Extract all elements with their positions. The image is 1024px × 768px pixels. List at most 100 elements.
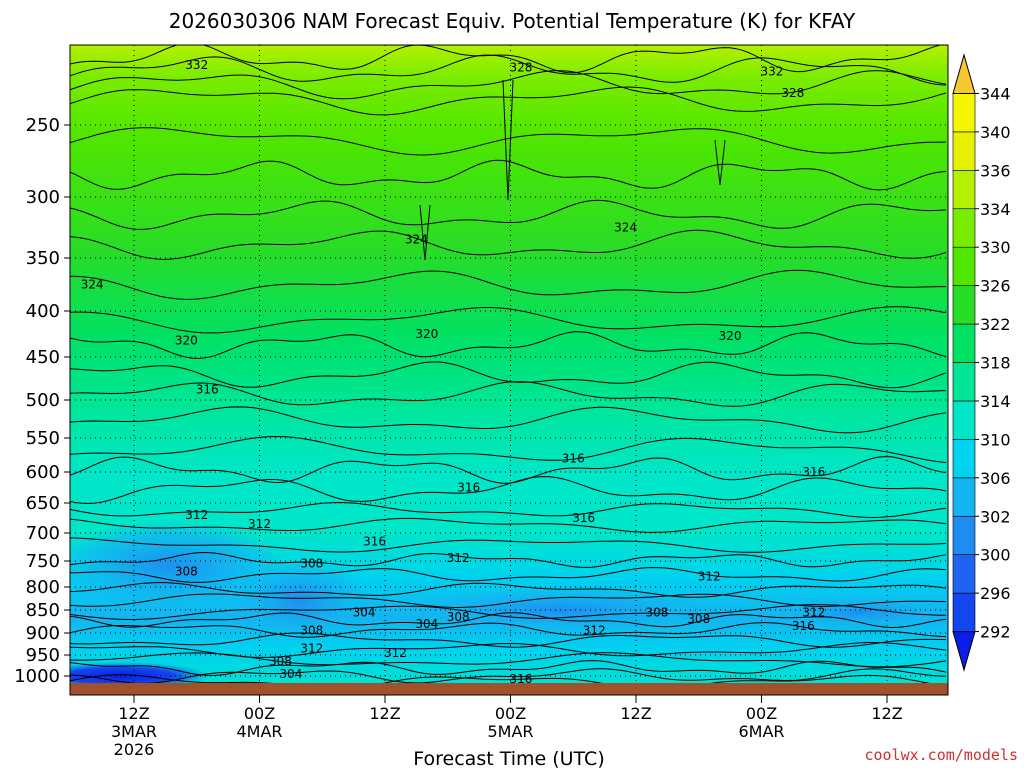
- y-tick-label-950: 950: [26, 645, 60, 666]
- contour-label-10: 316: [196, 383, 219, 397]
- contour-line-20: [70, 551, 947, 568]
- colorbar-label-330: 330: [980, 238, 1011, 257]
- contour-line-29: [70, 652, 947, 668]
- contour-line-25: [70, 612, 947, 629]
- y-tick-label-350: 350: [26, 248, 60, 269]
- x-tick-label-5-1: 00Z: [746, 704, 777, 723]
- contour-label-6: 324: [81, 278, 104, 292]
- contour-label-26: 308: [300, 557, 323, 571]
- contour-label-21: 312: [583, 624, 606, 638]
- contour-line-9: [70, 306, 947, 334]
- y-tick-label-650: 650: [26, 493, 60, 514]
- x-tick-label-1-2: 4MAR: [236, 722, 282, 741]
- contour-label-34: 304: [279, 667, 302, 681]
- contour-line-1: [70, 54, 947, 86]
- contour-line-11: [70, 361, 947, 389]
- contour-line-21: [70, 566, 947, 583]
- colorbar-label-318: 318: [980, 354, 1011, 373]
- contour-label-8: 320: [415, 327, 438, 341]
- x-tick-label-0-2: 3MAR: [111, 722, 157, 741]
- cold-region-low-left: [70, 520, 285, 610]
- x-axis-title: Forecast Time (UTC): [413, 748, 604, 768]
- y-tick-label-450: 450: [26, 347, 60, 368]
- colorbar-swatch-12: [952, 170, 976, 210]
- colorbar-label-310: 310: [980, 430, 1011, 449]
- contour-spike-1: [419, 204, 431, 261]
- x-tick-label-5-2: 6MAR: [738, 722, 784, 741]
- contour-label-33: 304: [415, 617, 438, 631]
- credit-text: coolwx.com/models: [864, 746, 1018, 764]
- contour-label-23: 312: [300, 641, 323, 655]
- chart-title: 2026030306 NAM Forecast Equiv. Potential…: [169, 9, 856, 33]
- x-tick-label-3-1: 00Z: [495, 704, 526, 723]
- y-tick-label-300: 300: [26, 187, 60, 208]
- contour-label-24: 316: [792, 619, 815, 633]
- contour-line-3: [70, 86, 947, 116]
- cold-region-mid: [230, 560, 370, 640]
- contour-label-32: 304: [353, 605, 376, 619]
- contour-spike-2: [714, 139, 726, 186]
- contour-label-5: 324: [614, 221, 637, 235]
- colorbar-label-296: 296: [980, 584, 1011, 603]
- colorbar-swatch-9: [952, 285, 976, 325]
- colorbar-swatch-14: [952, 93, 976, 133]
- contour-line-5: [70, 159, 947, 191]
- contour-line-12: [70, 381, 947, 407]
- contour-label-4: 324: [405, 233, 428, 247]
- contour-label-20: 312: [802, 605, 825, 619]
- contour-line-0: [70, 45, 943, 74]
- y-tick-label-1000: 1000: [14, 666, 60, 687]
- contour-line-8: [70, 269, 946, 300]
- x-tick-label-0-3: 2026: [114, 740, 155, 759]
- y-tick-label-850: 850: [26, 600, 60, 621]
- y-tick-label-550: 550: [26, 428, 60, 449]
- contour-label-1: 328: [510, 61, 533, 75]
- y-tick-label-750: 750: [26, 551, 60, 572]
- contour-label-11: 316: [562, 451, 585, 465]
- colorbar-swatch-11: [952, 208, 976, 248]
- y-tick-label-600: 600: [26, 462, 60, 483]
- colorbar-label-334: 334: [980, 200, 1011, 219]
- contour-line-22: [70, 581, 947, 598]
- x-tick-label-4-1: 12Z: [620, 704, 651, 723]
- contour-label-18: 312: [447, 551, 470, 565]
- contour-label-22: 312: [384, 646, 407, 660]
- colorbar-swatch-7: [952, 362, 976, 402]
- contour-line-7: [70, 229, 947, 260]
- contour-label-0: 332: [185, 58, 208, 72]
- contour-label-13: 316: [457, 481, 480, 495]
- contour-line-6: [70, 199, 947, 230]
- colorbar-extend-low: [952, 631, 976, 672]
- contour-label-17: 312: [248, 517, 271, 531]
- contour-label-3: 328: [781, 86, 804, 100]
- contour-line-15: [70, 456, 947, 484]
- contour-line-30: [70, 660, 947, 676]
- y-tick-label-700: 700: [26, 523, 60, 544]
- colorbar-label-314: 314: [980, 392, 1011, 411]
- x-tick-label-3-2: 5MAR: [487, 722, 533, 741]
- x-tick-label-6-1: 12Z: [871, 704, 902, 723]
- colorbar-label-340: 340: [980, 123, 1011, 142]
- contour-label-12: 316: [802, 465, 825, 479]
- cold-region-right: [770, 596, 948, 628]
- contour-line-4: [70, 127, 946, 156]
- colorbar-swatch-13: [952, 131, 976, 171]
- colorbar-swatch-2: [952, 554, 976, 594]
- contour-label-16: 312: [185, 508, 208, 522]
- contour-spike-0: [502, 79, 514, 201]
- y-tick-label-900: 900: [26, 623, 60, 644]
- contour-label-7: 320: [175, 333, 198, 347]
- plot-area: [70, 45, 948, 695]
- contour-line-27: [70, 632, 947, 648]
- y-tick-label-500: 500: [26, 390, 60, 411]
- contour-label-27: 308: [447, 610, 470, 624]
- x-tick-label-1-1: 00Z: [244, 704, 275, 723]
- colorbar: 292 296 300 302 306 310 314 318 322 326 330 334 336 3…: [952, 53, 1011, 672]
- contour-label-9: 320: [719, 329, 742, 343]
- contour-label-2: 332: [761, 65, 784, 79]
- contour-line-16: [70, 476, 947, 505]
- contour-line-13: [70, 406, 947, 434]
